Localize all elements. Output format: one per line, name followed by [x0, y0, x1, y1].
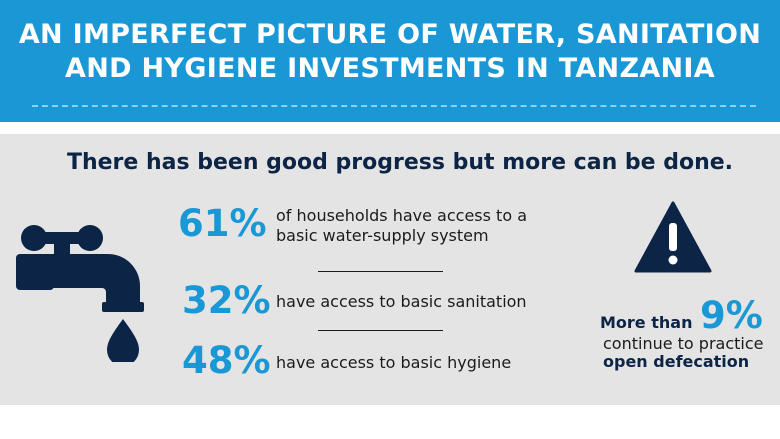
stat-desc-hygiene: have access to basic hygiene: [276, 353, 512, 372]
title-line-1: AN IMPERFECT PICTURE OF WATER, SANITATIO…: [18, 19, 762, 50]
header-banner: [0, 0, 780, 122]
divider-2: [318, 330, 443, 331]
stat-value-hygiene: 48%: [182, 339, 271, 382]
stat-value-sanitation: 32%: [182, 279, 271, 322]
stat-value-water: 61%: [178, 202, 267, 245]
warning-triangle-icon: [634, 201, 712, 273]
stat-desc-sanitation: have access to basic sanitation: [276, 292, 527, 311]
warning-value: 9%: [700, 294, 763, 337]
warning-line-3: open defecation: [603, 352, 750, 371]
stat-desc-water: of households have access to a basic wat…: [276, 206, 527, 246]
stat-desc-water-line-1: of households have access to a: [276, 206, 528, 225]
dashed-divider: [32, 105, 756, 107]
faucet-icon: [16, 225, 144, 362]
warning-line-2: continue to practice: [603, 334, 764, 353]
page-title: AN IMPERFECT PICTURE OF WATER, SANITATIO…: [0, 18, 780, 86]
title-line-2: AND HYGIENE INVESTMENTS IN TANZANIA: [65, 53, 715, 84]
divider-1: [318, 271, 443, 272]
headline: There has been good progress but more ca…: [66, 150, 734, 175]
warning-prefix: More than: [600, 313, 693, 332]
stat-desc-water-line-2: basic water-supply system: [276, 226, 489, 245]
